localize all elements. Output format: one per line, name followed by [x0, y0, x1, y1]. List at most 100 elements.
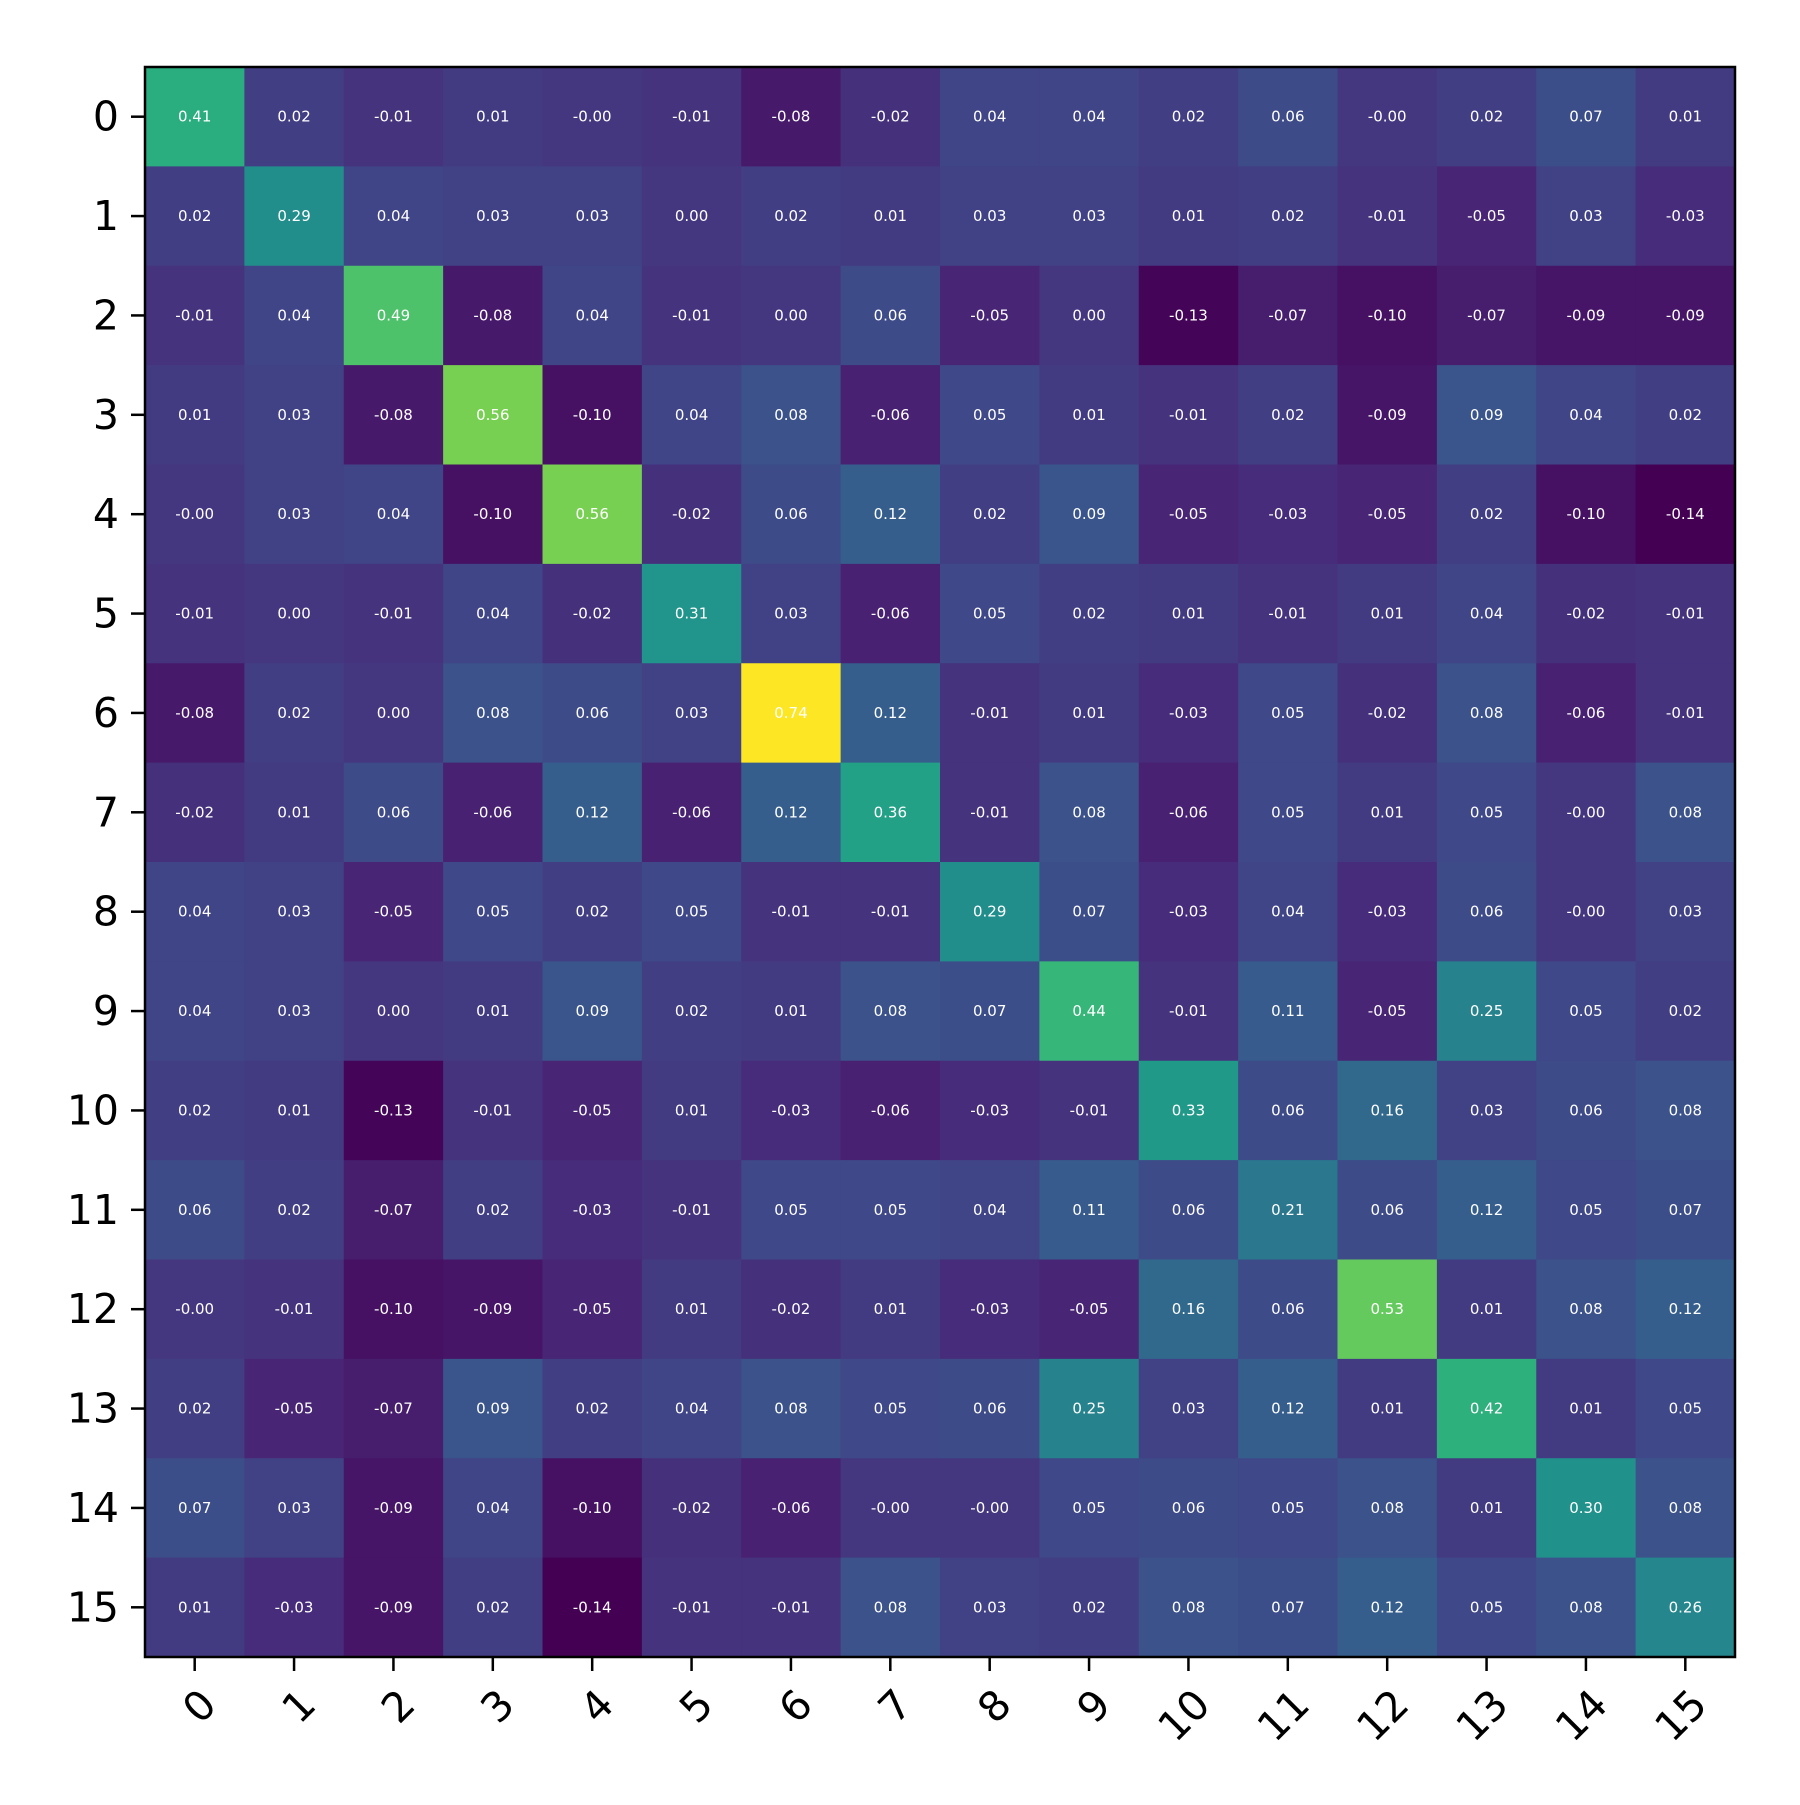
heatmap-cell-r11-c3 [443, 1160, 544, 1261]
cell-label-r9-c9: 0.44 [1072, 1002, 1105, 1020]
cell-label-r15-c10: 0.08 [1172, 1598, 1205, 1616]
cell-label-r5-c2: -0.01 [374, 605, 413, 623]
heatmap-cell-r4-c0 [145, 464, 245, 565]
cell-label-r15-c13: 0.05 [1470, 1598, 1503, 1616]
heatmap-cell-r8-c4 [542, 862, 643, 962]
heatmap-cell-r13-c11 [1238, 1358, 1339, 1459]
heatmap-cell-r6-c4 [542, 663, 643, 764]
heatmap-cell-r14-c1 [244, 1458, 345, 1559]
heatmap-cell-r10-c3 [443, 1060, 544, 1161]
cell-label-r8-c10: -0.03 [1169, 903, 1208, 921]
cell-label-r2-c5: -0.01 [672, 306, 711, 324]
cell-label-r2-c7: 0.06 [874, 306, 907, 324]
heatmap-cell-r15-c14 [1536, 1557, 1637, 1658]
cell-label-r8-c2: -0.05 [374, 903, 413, 921]
heatmap-cell-r15-c1 [244, 1557, 345, 1658]
cell-label-r7-c13: 0.05 [1470, 803, 1503, 821]
heatmap-cell-r8-c11 [1238, 862, 1339, 962]
cell-label-r9-c1: 0.03 [277, 1002, 310, 1020]
heatmap-cell-r0-c4 [542, 67, 643, 167]
heatmap-cell-r3-c6 [741, 365, 842, 466]
cell-label-r6-c5: 0.03 [675, 704, 708, 722]
cell-label-r4-c0: -0.00 [175, 505, 214, 523]
cell-label-r10-c7: -0.06 [871, 1101, 910, 1119]
heatmap-cell-r1-c6 [741, 166, 842, 267]
cell-label-r13-c15: 0.05 [1669, 1400, 1702, 1418]
heatmap-cell-r9-c2 [343, 961, 444, 1062]
heatmap-cell-r6-c5 [641, 663, 742, 764]
heatmap-cell-r0-c9 [1039, 67, 1140, 167]
heatmap-cell-r8-c9 [1039, 862, 1140, 962]
heatmap-cell-r11-c14 [1536, 1160, 1637, 1261]
heatmap-cell-r12-c10 [1138, 1259, 1239, 1360]
cell-label-r5-c4: -0.02 [573, 605, 612, 623]
heatmap-cell-r15-c2 [343, 1557, 444, 1658]
cell-label-r10-c8: -0.03 [970, 1101, 1009, 1119]
cell-label-r9-c2: 0.00 [377, 1002, 410, 1020]
cell-label-r2-c10: -0.13 [1169, 306, 1208, 324]
cell-label-r5-c0: -0.01 [175, 605, 214, 623]
heatmap-cell-r4-c10 [1138, 464, 1239, 565]
heatmap-cell-r15-c8 [940, 1557, 1040, 1658]
heatmap-cell-r4-c8 [940, 464, 1040, 565]
cell-label-r10-c3: -0.01 [473, 1101, 512, 1119]
cell-label-r14-c5: -0.02 [672, 1499, 711, 1517]
cell-label-r14-c13: 0.01 [1470, 1499, 1503, 1517]
heatmap-cell-r14-c3 [443, 1458, 544, 1559]
heatmap-cell-r4-c6 [741, 464, 842, 565]
cell-label-r9-c14: 0.05 [1569, 1002, 1602, 1020]
heatmap-cell-r8-c5 [641, 862, 742, 962]
cell-label-r0-c11: 0.06 [1271, 108, 1304, 126]
y-tick-label-5: 5 [93, 590, 119, 638]
heatmap-cell-r13-c14 [1536, 1358, 1637, 1459]
cell-label-r13-c12: 0.01 [1370, 1400, 1403, 1418]
cell-label-r14-c10: 0.06 [1172, 1499, 1205, 1517]
cell-label-r7-c11: 0.05 [1271, 803, 1304, 821]
cell-label-r10-c10: 0.33 [1172, 1101, 1205, 1119]
heatmap-cell-r2-c13 [1436, 265, 1537, 366]
cell-label-r1-c4: 0.03 [575, 207, 608, 225]
heatmap-cell-r3-c7 [840, 365, 941, 466]
heatmap-cell-r4-c3 [443, 464, 544, 565]
cell-label-r8-c15: 0.03 [1669, 903, 1702, 921]
cell-label-r10-c12: 0.16 [1370, 1101, 1403, 1119]
cell-label-r14-c8: -0.00 [970, 1499, 1009, 1517]
heatmap-cell-r0-c2 [343, 67, 444, 167]
heatmap-cell-r3-c14 [1536, 365, 1637, 466]
cell-label-r5-c6: 0.03 [774, 605, 807, 623]
heatmap-cell-r6-c3 [443, 663, 544, 764]
heatmap-cell-r11-c9 [1039, 1160, 1140, 1261]
cell-label-r7-c14: -0.00 [1567, 803, 1606, 821]
heatmap-cell-r6-c0 [145, 663, 245, 764]
heatmap-cell-r2-c15 [1635, 265, 1736, 366]
cell-label-r14-c0: 0.07 [178, 1499, 211, 1517]
heatmap-cell-r8-c12 [1337, 862, 1438, 962]
cell-label-r2-c15: -0.09 [1666, 306, 1705, 324]
heatmap-cell-r10-c6 [741, 1060, 842, 1161]
heatmap-cell-r5-c11 [1238, 563, 1339, 664]
cell-label-r13-c2: -0.07 [374, 1400, 413, 1418]
heatmap-cell-r13-c4 [542, 1358, 643, 1459]
heatmap-cell-r7-c4 [542, 762, 643, 863]
heatmap-cell-r0-c1 [244, 67, 345, 167]
cell-label-r12-c3: -0.09 [473, 1300, 512, 1318]
heatmap-cell-r6-c14 [1536, 663, 1637, 764]
cell-label-r14-c12: 0.08 [1370, 1499, 1403, 1517]
cell-label-r6-c0: -0.08 [175, 704, 214, 722]
heatmap-cell-r5-c14 [1536, 563, 1637, 664]
cell-label-r15-c7: 0.08 [874, 1598, 907, 1616]
heatmap-cell-r2-c14 [1536, 265, 1637, 366]
cell-label-r5-c14: -0.02 [1567, 605, 1606, 623]
heatmap-cell-r8-c13 [1436, 862, 1537, 962]
heatmap-cell-r0-c0 [145, 67, 245, 167]
heatmap-cell-r4-c9 [1039, 464, 1140, 565]
heatmap-cell-r12-c4 [542, 1259, 643, 1360]
cell-label-r15-c5: -0.01 [672, 1598, 711, 1616]
cell-label-r4-c9: 0.09 [1072, 505, 1105, 523]
heatmap-cell-r2-c11 [1238, 265, 1339, 366]
x-tick-label-2: 2 [372, 1680, 424, 1732]
heatmap-cell-r13-c1 [244, 1358, 345, 1459]
cell-label-r1-c15: -0.03 [1666, 207, 1705, 225]
heatmap-cell-r5-c4 [542, 563, 643, 664]
cell-label-r7-c7: 0.36 [874, 803, 907, 821]
